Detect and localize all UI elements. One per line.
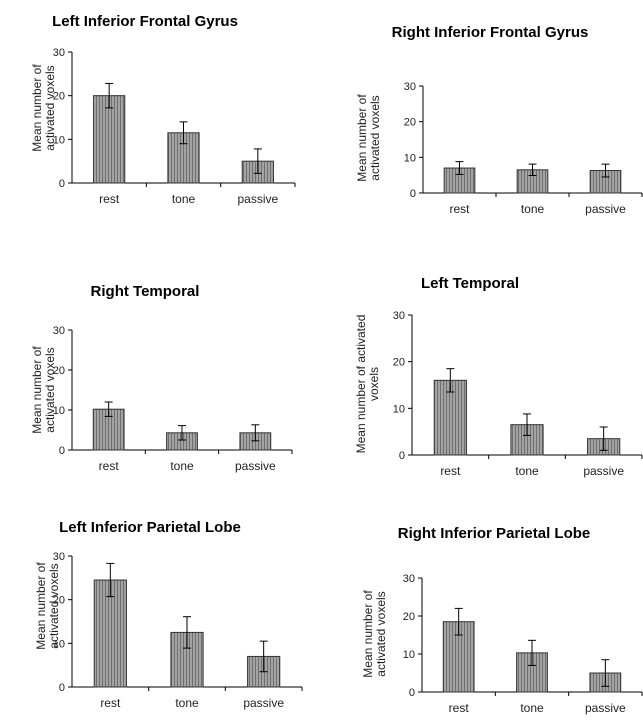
y-tick-label: 0 xyxy=(59,682,65,694)
chart-right-inferior-frontal-gyrus: Right Inferior Frontal Gyrus Mean number… xyxy=(320,0,643,230)
x-tick-label-tone: tone xyxy=(521,202,545,216)
bar-rest xyxy=(93,579,127,688)
y-tick-label: 20 xyxy=(53,595,65,607)
x-tick-label-tone: tone xyxy=(170,459,194,473)
x-tick-label-passive: passive xyxy=(583,464,624,478)
y-tick-label: 30 xyxy=(393,310,405,322)
chart-title: Right Inferior Parietal Lobe xyxy=(397,525,591,542)
x-tick-label-passive: passive xyxy=(243,696,284,710)
plot-area: 0 10 20 30 rest tone passive xyxy=(393,310,643,478)
plot-area: 0 10 20 30 rest tone passive xyxy=(53,551,303,710)
chart-title: Left Temporal xyxy=(420,275,520,292)
x-tick-label-tone: tone xyxy=(515,464,539,478)
chart-right-inferior-parietal-lobe: Right Inferior Parietal Lobe Mean number… xyxy=(320,480,643,723)
chart-title: Left Inferior Frontal Gyrus xyxy=(52,13,238,30)
y-tick-label: 10 xyxy=(404,152,416,164)
y-tick-label: 10 xyxy=(53,405,65,417)
y-tick-label: 20 xyxy=(53,365,65,377)
chart-left-inferior-parietal-lobe: Left Inferior Parietal Lobe Mean number … xyxy=(0,480,320,723)
y-tick-label: 10 xyxy=(393,403,405,415)
y-tick-label: 20 xyxy=(403,611,415,623)
y-tick-label: 20 xyxy=(393,357,405,369)
x-tick-label-passive: passive xyxy=(235,459,276,473)
chart-title: Right Temporal xyxy=(90,283,200,300)
x-tick-label-rest: rest xyxy=(99,192,120,206)
x-tick-label-rest: rest xyxy=(99,459,120,473)
chart-title: Right Inferior Frontal Gyrus xyxy=(391,24,589,41)
x-tick-label-tone: tone xyxy=(175,696,199,710)
y-tick-label: 10 xyxy=(403,649,415,661)
x-tick-label-passive: passive xyxy=(585,701,626,715)
bar-rest xyxy=(93,95,126,184)
x-tick-label-rest: rest xyxy=(100,696,121,710)
plot-area: 0 10 20 30 rest tone passive xyxy=(53,325,293,473)
y-tick-label: 20 xyxy=(53,91,65,103)
chart-title: Left Inferior Parietal Lobe xyxy=(59,519,241,536)
x-tick-label-rest: rest xyxy=(449,202,470,216)
y-tick-label: 20 xyxy=(404,117,416,129)
y-tick-label: 30 xyxy=(53,47,65,59)
chart-left-temporal: Left Temporal Mean number of activated v… xyxy=(320,240,643,480)
x-tick-label-rest: rest xyxy=(449,701,470,715)
y-tick-label: 10 xyxy=(53,638,65,650)
y-tick-label: 0 xyxy=(59,445,65,457)
x-tick-label-tone: tone xyxy=(520,701,544,715)
x-tick-label-passive: passive xyxy=(237,192,278,206)
x-tick-label-passive: passive xyxy=(585,202,626,216)
y-tick-label: 30 xyxy=(404,81,416,93)
chart-left-inferior-frontal-gyrus: Left Inferior Frontal Gyrus Mean number … xyxy=(0,0,320,230)
bar-rest xyxy=(433,379,467,456)
plot-area: 0 10 20 30 rest tone passive xyxy=(404,81,643,216)
x-tick-label-tone: tone xyxy=(172,192,196,206)
y-tick-label: 0 xyxy=(409,687,415,699)
y-tick-label: 0 xyxy=(59,178,65,190)
y-tick-label: 0 xyxy=(410,188,416,200)
x-tick-label-rest: rest xyxy=(440,464,461,478)
y-tick-label: 30 xyxy=(403,573,415,585)
plot-area: 0 10 20 30 rest tone passive xyxy=(53,47,296,206)
plot-area: 0 10 20 30 rest tone passive xyxy=(403,573,643,715)
y-tick-label: 10 xyxy=(53,134,65,146)
y-tick-label: 0 xyxy=(399,450,405,462)
y-tick-label: 30 xyxy=(53,551,65,563)
chart-right-temporal: Right Temporal Mean number of activated … xyxy=(0,240,320,480)
y-tick-label: 30 xyxy=(53,325,65,337)
